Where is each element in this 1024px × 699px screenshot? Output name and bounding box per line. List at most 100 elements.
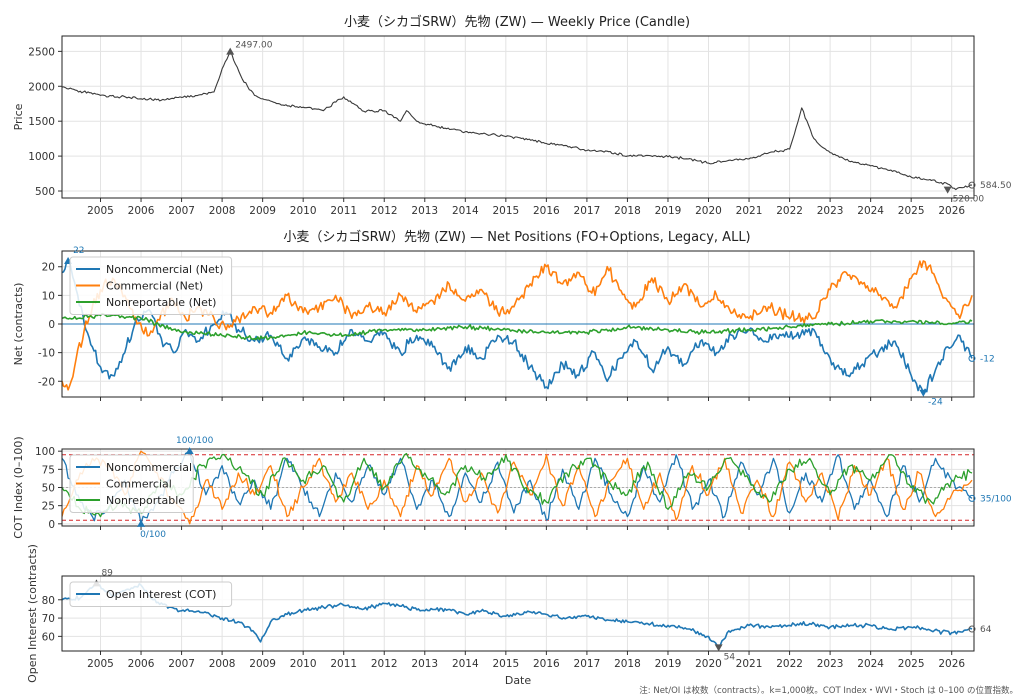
legend-box bbox=[69, 581, 233, 607]
x-tick-label-2005: 2005 bbox=[87, 205, 114, 217]
series-group bbox=[62, 450, 973, 525]
price-series bbox=[62, 51, 973, 191]
x-tick-label-2007: 2007 bbox=[168, 205, 195, 217]
y-tick-label: -10 bbox=[38, 348, 55, 360]
legend-label-nonreportable-net: Nonreportable (Net) bbox=[106, 296, 216, 309]
x-tick-label-2015: 2015 bbox=[492, 205, 519, 217]
series-nonreportable-net bbox=[62, 312, 973, 341]
x-tick-label-2019: 2019 bbox=[655, 205, 682, 217]
legend-label-nonreportable: Nonreportable bbox=[106, 494, 185, 507]
y-axis-label: Open Interest (contracts) bbox=[26, 544, 39, 683]
y-tick-label: 60 bbox=[42, 631, 55, 643]
axes-frame bbox=[61, 250, 975, 398]
x-tick-label-2011: 2011 bbox=[330, 658, 357, 670]
legend-label-open-interest-cot: Open Interest (COT) bbox=[106, 588, 216, 601]
x-tick-label-2021: 2021 bbox=[736, 205, 763, 217]
extreme-marker bbox=[714, 644, 723, 652]
x-tick-label-2014: 2014 bbox=[452, 658, 479, 670]
annotation-label: 0/100 bbox=[140, 530, 166, 540]
y-tick-label: 25 bbox=[42, 501, 55, 513]
x-tick-label-2018: 2018 bbox=[614, 205, 641, 217]
annotation-label: 35/100 bbox=[980, 494, 1012, 504]
series-commercial bbox=[62, 450, 973, 525]
axes-frame bbox=[61, 35, 975, 199]
series-group bbox=[62, 51, 973, 191]
x-tick-label-2014: 2014 bbox=[452, 205, 479, 217]
series-nonreportable bbox=[62, 452, 973, 518]
series-group bbox=[62, 582, 973, 649]
x-tick-label-2024: 2024 bbox=[857, 205, 884, 217]
x-tick-label-2010: 2010 bbox=[290, 658, 317, 670]
extreme-marker bbox=[919, 389, 928, 397]
x-tick-label-2024: 2024 bbox=[857, 658, 884, 670]
x-tick-label-2017: 2017 bbox=[574, 205, 601, 217]
x-tick-label-2016: 2016 bbox=[533, 205, 560, 217]
x-tick-label-2017: 2017 bbox=[574, 658, 601, 670]
last-value-marker bbox=[968, 354, 976, 362]
annotation-label: 64 bbox=[980, 625, 992, 635]
last-value-marker bbox=[968, 625, 976, 633]
x-tick-label-2023: 2023 bbox=[817, 205, 844, 217]
x-tick-label-2006: 2006 bbox=[128, 658, 155, 670]
x-tick-label-2025: 2025 bbox=[898, 205, 925, 217]
y-tick-label: 2500 bbox=[28, 46, 55, 58]
panel-3: 2005 2006 2007 2008 2009 2010 2011 2012 2013 2014… bbox=[26, 544, 992, 683]
y-tick-label: 50 bbox=[42, 483, 55, 495]
x-tick-label-2019: 2019 bbox=[655, 658, 682, 670]
annotation-label: 2497.00 bbox=[235, 41, 272, 51]
annotation-label: 22 bbox=[73, 246, 84, 256]
x-tick-label-2016: 2016 bbox=[533, 658, 560, 670]
legend-label-commercial: Commercial bbox=[106, 478, 172, 491]
extreme-marker bbox=[226, 47, 235, 55]
x-tick-label-2021: 2021 bbox=[736, 658, 763, 670]
x-tick-label-2023: 2023 bbox=[817, 658, 844, 670]
x-tick-label-2012: 2012 bbox=[371, 205, 398, 217]
axes-frame bbox=[61, 448, 975, 527]
x-tick-label-2018: 2018 bbox=[614, 658, 641, 670]
annotation-label: -24 bbox=[928, 398, 943, 408]
y-tick-label: 0 bbox=[48, 319, 55, 331]
extreme-marker bbox=[137, 519, 146, 527]
y-tick-label: 20 bbox=[42, 262, 55, 274]
panel-2: 0 25 50 75 100 COT Index (0–100) 100/100 0/100 3… bbox=[12, 436, 1012, 540]
x-tick-label-2007: 2007 bbox=[168, 658, 195, 670]
extreme-marker bbox=[943, 186, 952, 194]
annotation-label: 584.50 bbox=[980, 181, 1012, 191]
x-tick-label-2026: 2026 bbox=[938, 658, 965, 670]
legend-box bbox=[69, 256, 233, 315]
x-tick-label-2020: 2020 bbox=[695, 658, 722, 670]
y-tick-label: 100 bbox=[35, 446, 55, 458]
y-tick-label: 2000 bbox=[28, 81, 55, 93]
footnote: 注: Net/OI は枚数（contracts）。k=1,000枚。COT In… bbox=[639, 685, 1018, 696]
x-tick-label-2026: 2026 bbox=[938, 205, 965, 217]
x-tick-label-2020: 2020 bbox=[695, 205, 722, 217]
y-tick-label: 10 bbox=[42, 290, 55, 302]
annotation-label: 520.00 bbox=[953, 195, 985, 205]
x-tick-label-2006: 2006 bbox=[128, 205, 155, 217]
y-tick-label: 80 bbox=[42, 595, 55, 607]
extreme-marker bbox=[185, 447, 194, 455]
x-tick-label-2008: 2008 bbox=[209, 658, 236, 670]
y-tick-label: 500 bbox=[35, 186, 55, 198]
annotation-label: 100/100 bbox=[176, 436, 214, 446]
series-noncommercial bbox=[62, 450, 973, 525]
y-axis-label: Net (contracts) bbox=[12, 283, 25, 366]
x-tick-label-2005: 2005 bbox=[87, 658, 114, 670]
x-tick-label-2010: 2010 bbox=[290, 205, 317, 217]
x-tick-label-2009: 2009 bbox=[249, 658, 276, 670]
legend-label-noncommercial-net: Noncommercial (Net) bbox=[106, 263, 223, 276]
x-tick-label-2009: 2009 bbox=[249, 205, 276, 217]
series-commercial-net bbox=[62, 260, 973, 391]
annotation-label: 54 bbox=[724, 652, 736, 662]
x-tick-label-2012: 2012 bbox=[371, 658, 398, 670]
x-tick-label-2022: 2022 bbox=[776, 658, 803, 670]
last-value-marker bbox=[968, 181, 976, 189]
y-axis-label: Price bbox=[12, 103, 25, 130]
annotation-label: -12 bbox=[980, 354, 995, 364]
y-tick-label: 70 bbox=[42, 613, 55, 625]
panel-0: 2005 2006 2007 2008 2009 2010 2011 2012 2013 2014… bbox=[12, 35, 1012, 217]
y-tick-label: 0 bbox=[48, 519, 55, 531]
x-tick-label-2011: 2011 bbox=[330, 205, 357, 217]
y-tick-label: 1500 bbox=[28, 116, 55, 128]
legend-label-commercial-net: Commercial (Net) bbox=[106, 280, 203, 293]
